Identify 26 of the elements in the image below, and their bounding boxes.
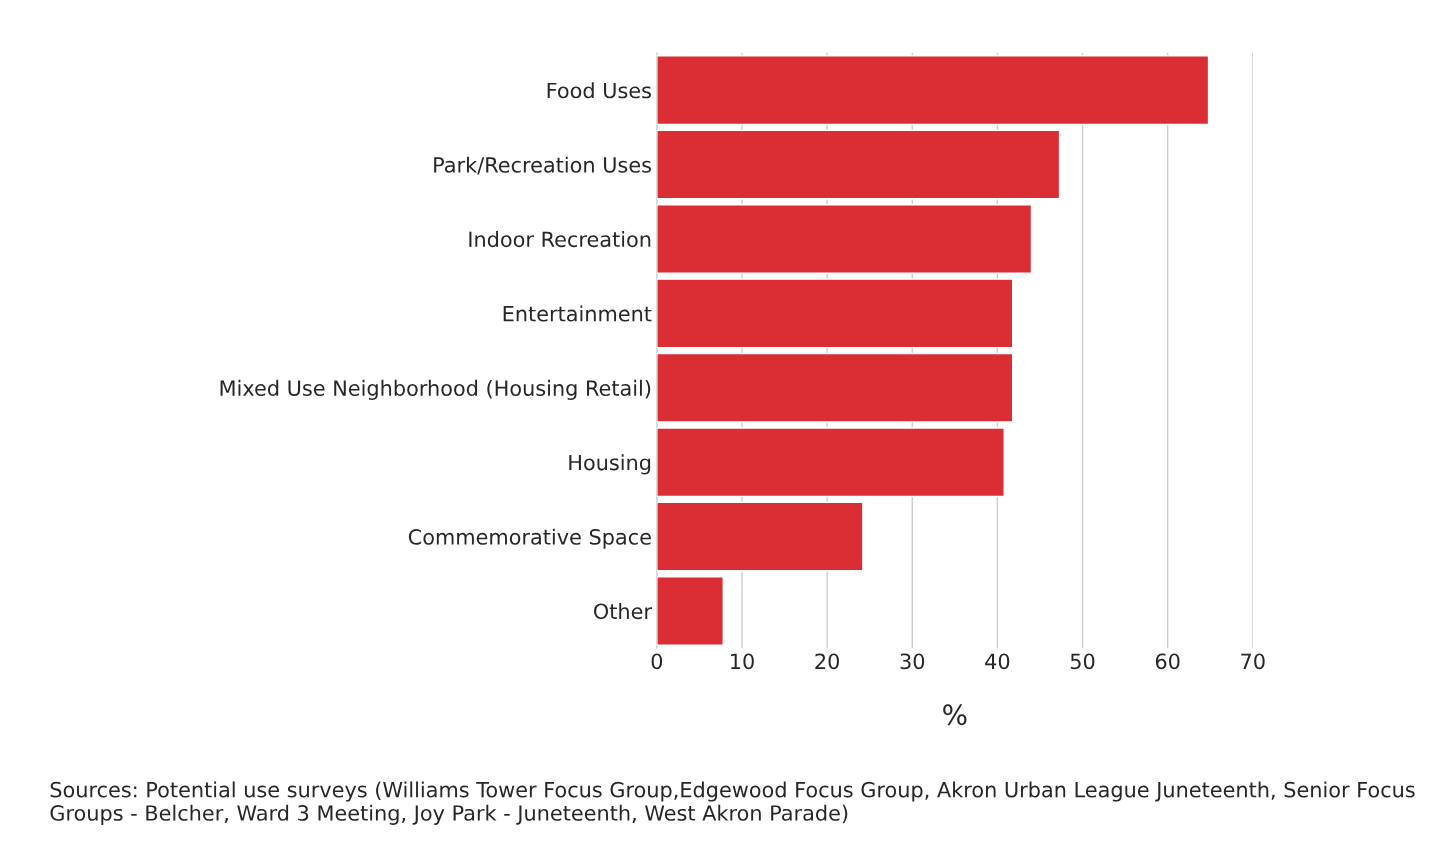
bar [656, 204, 1033, 274]
bar [656, 55, 1210, 126]
x-tick-label: 20 [815, 653, 839, 670]
y-tick-label: Other [594, 603, 652, 620]
x-tick-label: 0 [651, 653, 663, 670]
x-tick-label: 30 [900, 653, 925, 670]
y-tick-label: Commemorative Space [408, 528, 651, 549]
y-tick-label: Indoor Recreation [469, 231, 651, 248]
x-tick-label: 60 [1155, 653, 1180, 670]
bar [656, 501, 864, 572]
y-tick-label: Housing [569, 454, 651, 475]
source-note: Sources: Potential use surveys (Williams Tower Focus Group,Edgewood Focus Group, Akron Urban League Juneteenth, Senior Focus Groups - Belcher, Ward 3 Meeting, Joy Park - Juneteenth, West Akron Parade) [50, 781, 1415, 825]
bar [656, 576, 724, 646]
x-tick-label: 70 [1241, 653, 1265, 670]
bar [656, 129, 1061, 200]
x-tick-label: 10 [731, 653, 754, 670]
bar [656, 278, 1014, 349]
x-tick-label: 40 [985, 653, 1010, 670]
x-tick-label: 50 [1070, 653, 1095, 670]
y-tick-label: Park/Recreation Uses [434, 156, 651, 175]
y-tick-label: Food Uses [547, 82, 651, 99]
bar [656, 352, 1014, 423]
y-tick-label: Mixed Use Neighborhood (Housing Retail) [220, 379, 651, 401]
y-tick-label: Entertainment [503, 305, 652, 322]
bar [656, 427, 1005, 498]
x-axis-title: % [943, 704, 967, 726]
